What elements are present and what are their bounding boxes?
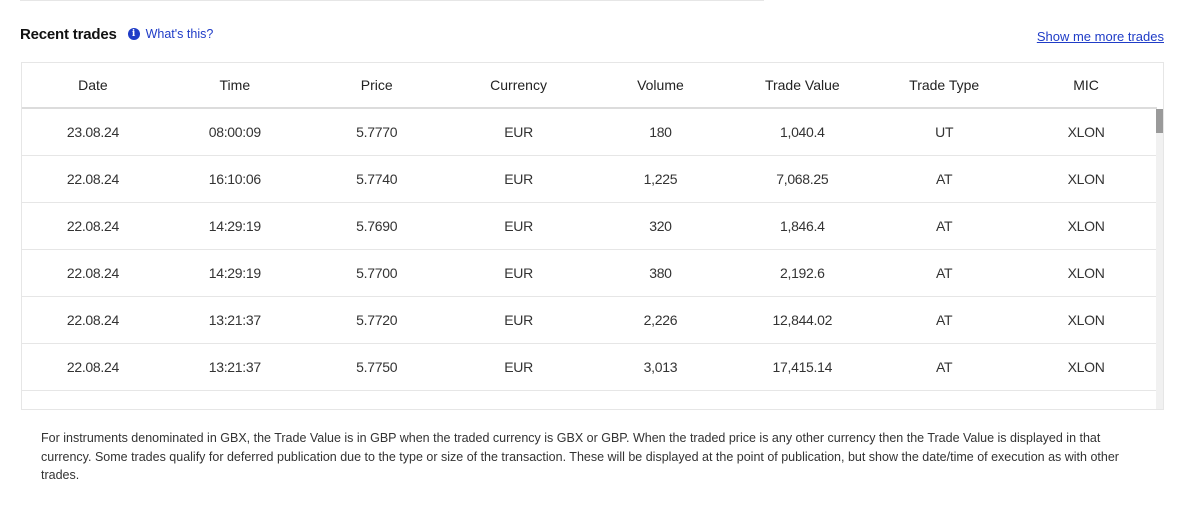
cell-price: 5.7770 (356, 124, 398, 140)
cell-volume: 10,037 (590, 391, 732, 409)
cell-mic: XLON (1067, 218, 1105, 234)
cell-mic: XLON (1067, 124, 1105, 140)
cell-price: 5.7720 (356, 312, 398, 328)
cell-trade-value (731, 391, 873, 409)
column-header-trade-type: Trade Type (909, 77, 980, 93)
cell-volume: 2,226 (643, 312, 678, 328)
cell-trade-value: 1,846.4 (780, 218, 825, 234)
cell-mic: XLON (1067, 265, 1105, 281)
cell-currency: EUR (448, 391, 590, 409)
cell-date: 22.08.24 (66, 359, 119, 375)
table-row: 22.08.24 16:10:06 5.7740 EUR 1,225 7,068.25 AT… (22, 156, 1157, 203)
cell-trade-value: 2,192.6 (780, 265, 825, 281)
cell-time: 13:17:11 (164, 391, 306, 409)
column-header-price: Price (360, 77, 393, 93)
cell-price: 5.7690 (356, 218, 398, 234)
cell-time: 13:21:37 (208, 312, 261, 328)
cell-date: 22.08.24 (66, 265, 119, 281)
cell-volume: 3,013 (643, 359, 678, 375)
cell-date: 22.08.24 (66, 171, 119, 187)
table-scrollbar[interactable] (1156, 109, 1163, 409)
top-divider (20, 0, 764, 1)
table-header-row: Date Time Price Currency Volume Trade Value Tr… (22, 63, 1157, 109)
cell-price: 5.7700 (356, 265, 398, 281)
cell-time: 08:00:09 (208, 124, 261, 140)
cell-trade-type: UT (935, 124, 954, 140)
scrollbar-thumb[interactable] (1156, 109, 1163, 133)
cell-trade-type: AT (936, 171, 953, 187)
cell-trade-type: AT (936, 265, 953, 281)
section-header: Recent trades i What's this? (20, 24, 213, 44)
column-header-volume: Volume (637, 77, 684, 93)
cell-currency: EUR (504, 171, 533, 187)
cell-volume: 380 (649, 265, 672, 281)
whats-this-link[interactable]: What's this? (145, 27, 214, 41)
cell-price: 5.7750 (306, 391, 448, 409)
section-title: Recent trades (20, 25, 117, 43)
cell-currency: EUR (504, 218, 533, 234)
column-header-trade-value: Trade Value (764, 77, 840, 93)
cell-currency: EUR (504, 124, 533, 140)
cell-trade-type: AT (936, 359, 953, 375)
table-row: 22.08.24 13:21:37 5.7720 EUR 2,226 12,844.02 A… (22, 297, 1157, 344)
table-row: 22.08.24 13:21:37 5.7750 EUR 3,013 17,415.14 A… (22, 344, 1157, 391)
cell-price: 5.7750 (356, 359, 398, 375)
column-header-currency: Currency (490, 77, 547, 93)
cell-mic: XLON (1067, 359, 1105, 375)
cell-date: 22.08.24 (22, 391, 164, 409)
cell-volume: 320 (649, 218, 672, 234)
info-icon[interactable]: i (127, 28, 140, 40)
trades-table: Date Time Price Currency Volume Trade Value Tr… (21, 62, 1164, 410)
cell-currency: EUR (504, 265, 533, 281)
show-more-trades-link[interactable]: Show me more trades (1036, 29, 1164, 44)
table-row: 22.08.24 14:29:19 5.7690 EUR 320 1,846.4 AT XLO… (22, 203, 1157, 250)
trade-value-note: For instruments denominated in GBX, the … (41, 431, 1119, 482)
cell-currency: EUR (504, 359, 533, 375)
cell-trade-type: AT (936, 218, 953, 234)
cell-trade-type: AT (873, 391, 1015, 409)
cell-currency: EUR (504, 312, 533, 328)
cell-date: 22.08.24 (66, 218, 119, 234)
column-header-date: Date (78, 77, 108, 93)
cell-trade-value: 1,040.4 (780, 124, 825, 140)
cell-mic: XLON (1015, 391, 1157, 409)
cell-volume: 1,225 (643, 171, 678, 187)
table-row: 22.08.24 14:29:19 5.7700 EUR 380 2,192.6 AT XLO… (22, 250, 1157, 297)
cell-mic: XLON (1067, 171, 1105, 187)
cell-time: 13:21:37 (208, 359, 261, 375)
cell-date: 23.08.24 (66, 124, 119, 140)
cell-date: 22.08.24 (66, 312, 119, 328)
cell-mic: XLON (1067, 312, 1105, 328)
column-header-time: Time (219, 77, 251, 93)
cell-trade-value: 17,415.14 (772, 359, 833, 375)
column-header-mic: MIC (1073, 77, 1099, 93)
cell-price: 5.7740 (356, 171, 398, 187)
cell-time: 16:10:06 (208, 171, 261, 187)
table-row: 23.08.24 08:00:09 5.7770 EUR 180 1,040.4 UT XLO… (22, 109, 1157, 156)
cell-trade-value: 7,068.25 (776, 171, 829, 187)
cell-trade-type: AT (936, 312, 953, 328)
table-body[interactable]: 23.08.24 08:00:09 5.7770 EUR 180 1,040.4 UT XLO… (22, 109, 1157, 409)
cell-trade-value: 12,844.02 (772, 312, 833, 328)
cell-time: 14:29:19 (208, 265, 261, 281)
cell-time: 14:29:19 (208, 218, 261, 234)
cell-volume: 180 (649, 124, 672, 140)
